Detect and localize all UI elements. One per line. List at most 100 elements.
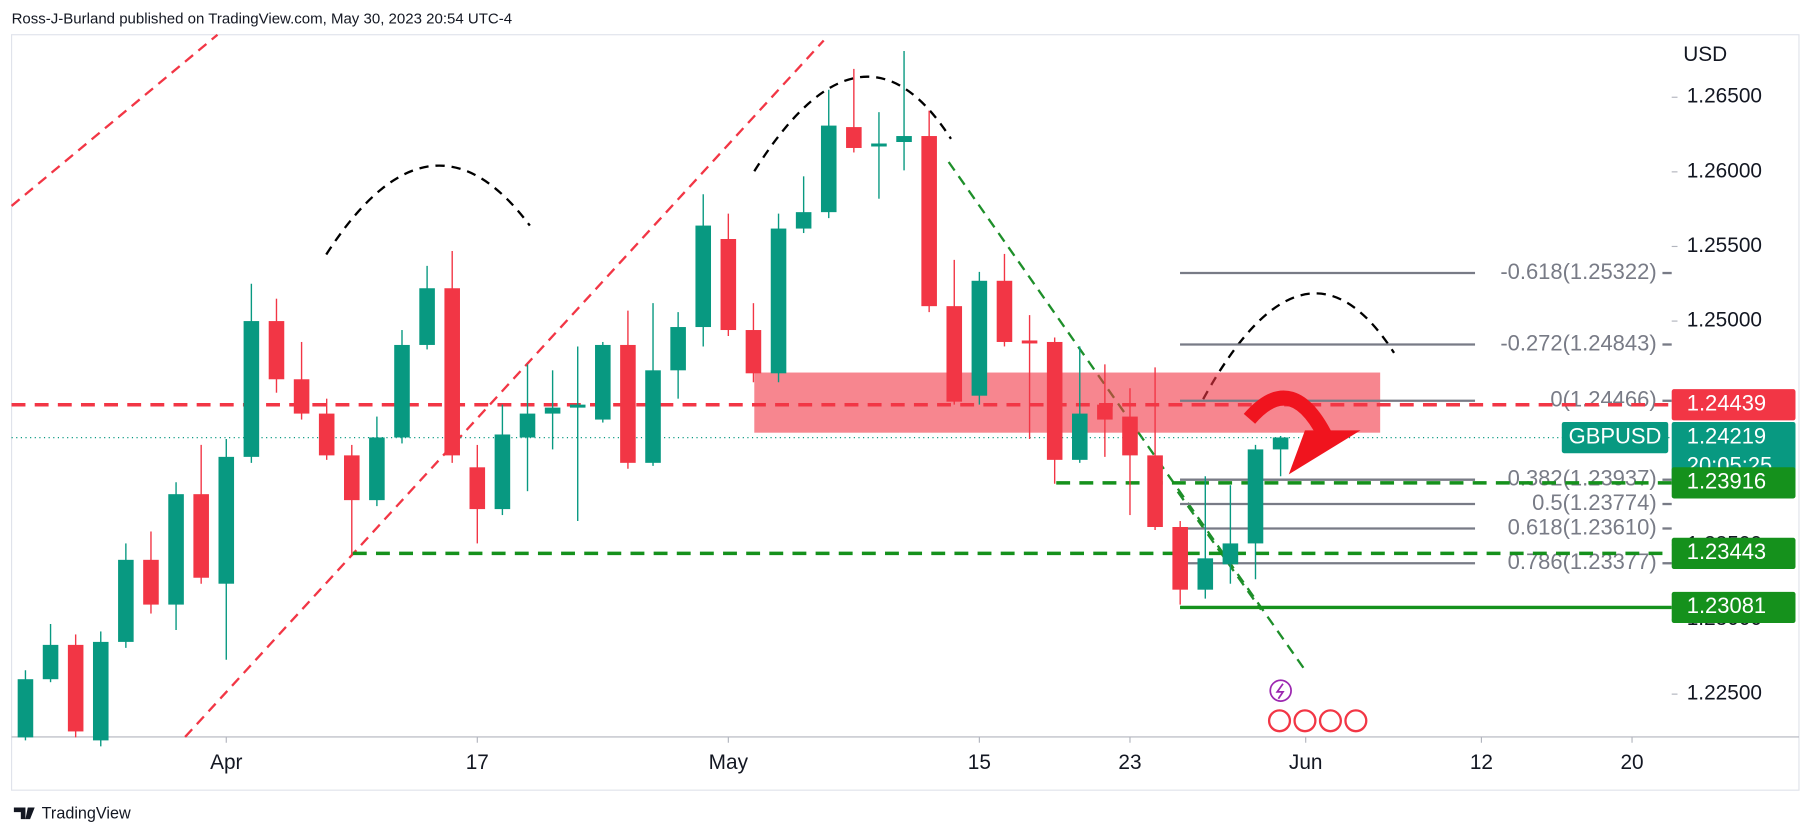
price-labels: 1.265001.260001.255001.250001.235001.230… xyxy=(1561,85,1796,705)
flag-icon xyxy=(1267,709,1292,733)
candle-body xyxy=(896,136,912,143)
y-tick-label: 1.26000 xyxy=(1687,159,1762,182)
candle-body xyxy=(318,413,335,456)
channel-line xyxy=(10,33,219,207)
candle-body xyxy=(193,494,209,578)
candle-body xyxy=(846,127,862,148)
candle-body xyxy=(17,679,34,738)
y-tick-label: 1.25000 xyxy=(1687,309,1762,332)
candle-body xyxy=(720,239,737,331)
currency: USD xyxy=(1683,43,1727,66)
candle-body xyxy=(1147,455,1163,528)
arrow-head xyxy=(1288,430,1361,475)
fib-label: -0.618(1.25322) xyxy=(1500,259,1656,284)
fib-label: 0.5(1.23774) xyxy=(1532,490,1657,515)
candle-body xyxy=(42,644,59,680)
candle-body xyxy=(770,228,787,374)
x-tick-label: 12 xyxy=(1470,751,1493,774)
y-tick-label: 1.25500 xyxy=(1687,234,1762,257)
candle-body xyxy=(946,306,963,402)
marks: Apr 17 May 15 23 Jun 12 20 -0.618(1.25322) -0.272… xyxy=(11,50,1672,774)
drawings xyxy=(10,33,1396,738)
x-tick-label: 17 xyxy=(466,751,489,774)
candle-body xyxy=(419,288,435,345)
candle-body xyxy=(143,559,159,605)
trend-line xyxy=(1176,491,1262,611)
arc xyxy=(1202,292,1396,400)
candle-body xyxy=(369,437,385,501)
candle-body xyxy=(745,330,762,374)
x-tick-label: Apr xyxy=(210,751,242,774)
price-label: 1.23916 xyxy=(1687,469,1766,494)
candle-body xyxy=(820,125,837,213)
candle-body xyxy=(394,344,410,438)
x-tick-label: Jun xyxy=(1289,751,1323,774)
flag-icon xyxy=(1293,709,1317,733)
candle-body xyxy=(595,344,611,420)
header: Ross-J-Burland published on TradingView.… xyxy=(12,11,513,28)
price-label: 1.24439 xyxy=(1687,391,1766,416)
candle-body xyxy=(996,280,1013,342)
candle-body xyxy=(444,288,460,456)
price-label-box xyxy=(1671,467,1796,499)
x-tick-label: May xyxy=(709,751,749,774)
fib-label: -0.272(1.24843) xyxy=(1500,330,1656,355)
candle-body xyxy=(795,212,812,229)
candle-body xyxy=(971,280,988,396)
footer: TradingView xyxy=(42,805,131,823)
candle-body xyxy=(1172,527,1188,590)
y-tick-label: 1.26500 xyxy=(1687,85,1762,108)
fib-label: 0.382(1.23937) xyxy=(1508,466,1657,491)
frame xyxy=(10,34,1800,791)
events xyxy=(1267,679,1368,733)
price-label-box xyxy=(1671,422,1796,483)
x-tick-label: 20 xyxy=(1620,751,1643,774)
symbol-box xyxy=(1561,422,1669,454)
candle-body xyxy=(243,321,260,457)
logo xyxy=(13,807,35,820)
candle-body xyxy=(268,321,285,380)
channel-line xyxy=(184,39,825,738)
price-label: 1.24219 xyxy=(1687,423,1766,448)
candle-body xyxy=(469,467,486,510)
candle-body xyxy=(569,404,586,408)
x-tick-label: 15 xyxy=(968,751,991,774)
candle-body xyxy=(1021,340,1038,344)
candle-body xyxy=(67,644,84,732)
price-label: 1.23443 xyxy=(1687,539,1766,564)
x-tick-label: 23 xyxy=(1118,751,1141,774)
price-label-box xyxy=(1671,591,1796,624)
candle-body xyxy=(620,344,636,463)
candle-body xyxy=(1046,341,1063,460)
fib-label: 0.618(1.23610) xyxy=(1508,514,1657,539)
candle-body xyxy=(293,379,310,414)
symbol-label: GBPUSD xyxy=(1569,423,1662,448)
y-tick-label: 1.22500 xyxy=(1687,682,1762,705)
candle-body xyxy=(921,136,937,307)
candle-body xyxy=(1272,437,1289,450)
arc xyxy=(325,164,531,256)
fib-label: 0(1.24466) xyxy=(1550,387,1656,412)
price-label-box xyxy=(1671,537,1796,570)
candle-body xyxy=(1071,413,1088,460)
candle-body xyxy=(494,434,511,510)
candle-body xyxy=(871,143,887,147)
candle-body xyxy=(645,370,661,463)
candle-body xyxy=(168,494,184,605)
candle-body xyxy=(695,225,712,328)
event-icon xyxy=(1269,679,1292,702)
price-label: 1.23081 xyxy=(1687,593,1766,618)
candle-body xyxy=(1097,404,1113,420)
candle-body xyxy=(92,641,109,741)
candle-body xyxy=(344,455,360,501)
candle-body xyxy=(218,456,235,584)
event-icon xyxy=(1275,683,1285,700)
flag-icon xyxy=(1318,709,1342,733)
candle-body xyxy=(1247,449,1264,544)
candle-body xyxy=(544,407,561,414)
candle-body xyxy=(1222,543,1239,565)
candle-body xyxy=(1122,416,1138,456)
candle-body xyxy=(519,413,536,438)
